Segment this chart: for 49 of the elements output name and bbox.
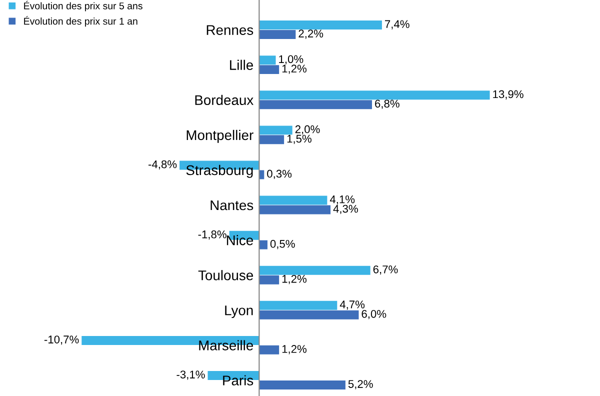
data-label: 0,5% [270, 240, 295, 250]
data-label: 2,2% [298, 30, 324, 39]
bar [259, 345, 280, 354]
data-label: -4,8% [148, 160, 177, 170]
data-label: 1,2% [282, 345, 306, 354]
data-label: 4,1% [330, 195, 355, 205]
y-tick-label: Lyon [225, 306, 253, 318]
bar [259, 196, 328, 205]
y-tick-label: Lille [230, 60, 253, 70]
data-label: 13,9% [493, 90, 524, 100]
data-label: 4,7% [340, 300, 365, 310]
bar [259, 266, 370, 275]
data-label: -10,7% [44, 336, 79, 345]
data-label: 0,3% [267, 170, 292, 179]
bar [259, 90, 490, 100]
data-label: 6,8% [375, 100, 400, 109]
bar [259, 135, 284, 144]
bar [259, 30, 296, 40]
y-tick-label: Nantes [210, 200, 254, 210]
legend-label: Évolution des prix sur 5 ans [24, 0, 142, 12]
data-label: 1,2% [282, 274, 306, 284]
data-label: 1,5% [287, 134, 312, 144]
data-label: 6,7% [373, 265, 398, 275]
bar [259, 310, 359, 320]
y-tick-label: Bordeaux [195, 94, 254, 106]
bar [259, 240, 268, 250]
bar [259, 300, 338, 310]
data-label: 4,3% [333, 204, 358, 214]
bar [259, 275, 280, 284]
y-tick-label: Rennes [206, 25, 254, 35]
data-label: 1,2% [282, 64, 306, 74]
bar [259, 56, 276, 65]
data-label: 6,0% [362, 310, 386, 320]
bar [259, 20, 382, 30]
bar [259, 170, 264, 180]
data-label: 7,4% [385, 20, 410, 30]
bar [259, 205, 331, 214]
bar [259, 100, 372, 110]
bar [259, 380, 346, 390]
bar [259, 65, 280, 74]
data-label: 1,0% [279, 55, 304, 64]
data-label: 2,0% [295, 125, 320, 134]
data-label: 5,2% [348, 380, 373, 390]
legend-label: Évolution des prix sur 1 an [24, 16, 138, 27]
bar [259, 126, 292, 135]
data-label: -1,8% [198, 230, 226, 240]
data-label: -3,1% [176, 370, 205, 380]
y-tick-label: Toulouse [198, 270, 253, 280]
y-tick-label: Montpellier [186, 130, 254, 143]
